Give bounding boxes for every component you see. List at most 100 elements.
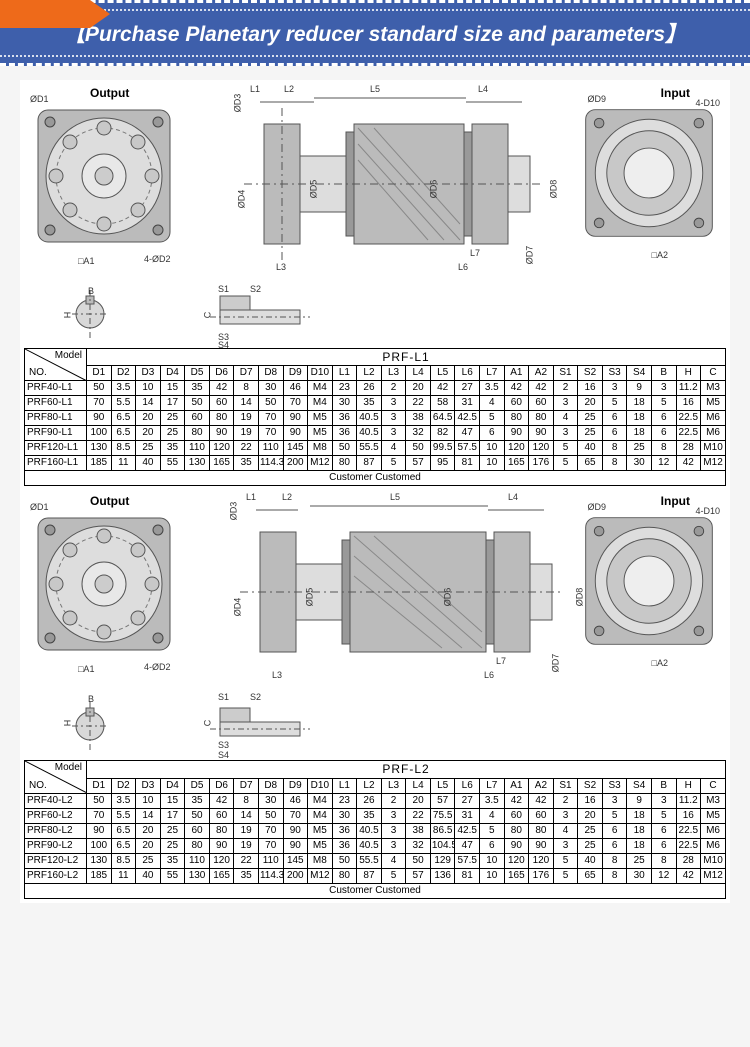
- dim-d2-2: 4-ØD2: [144, 662, 171, 672]
- data-cell: 20: [578, 808, 603, 823]
- dim-d5: ØD5: [308, 180, 318, 199]
- data-cell: 14: [234, 396, 259, 411]
- col-header: D3: [136, 366, 161, 381]
- data-cell: 2: [381, 381, 406, 396]
- data-cell: 200: [283, 868, 308, 883]
- dim-d6: ØD6: [428, 180, 438, 199]
- data-cell: M4: [308, 381, 333, 396]
- data-cell: 20: [136, 411, 161, 426]
- data-cell: 35: [185, 381, 210, 396]
- data-cell: 130: [87, 441, 112, 456]
- col-header: D7: [234, 778, 259, 793]
- data-cell: 90: [283, 823, 308, 838]
- data-cell: 18: [627, 808, 652, 823]
- data-cell: 42: [504, 793, 529, 808]
- data-cell: 3: [651, 381, 676, 396]
- data-cell: 20: [136, 823, 161, 838]
- table-row: PRF60-L1705.514175060145070M430353225831…: [25, 396, 726, 411]
- data-cell: 58: [430, 396, 455, 411]
- data-cell: M8: [308, 853, 333, 868]
- data-cell: 18: [627, 426, 652, 441]
- data-cell: 8: [651, 853, 676, 868]
- table-row: PRF160-L218511405513016535114.3200M12808…: [25, 868, 726, 883]
- data-cell: 5: [651, 808, 676, 823]
- data-cell: 50: [406, 853, 431, 868]
- data-cell: 36: [332, 426, 357, 441]
- data-cell: 57: [406, 456, 431, 471]
- data-cell: 130: [185, 456, 210, 471]
- col-header: S4: [627, 778, 652, 793]
- data-cell: 22.5: [676, 411, 701, 426]
- data-cell: 25: [136, 441, 161, 456]
- data-cell: 26: [357, 381, 382, 396]
- dim-d10-2: 4-D10: [695, 506, 720, 516]
- col-header: L5: [430, 366, 455, 381]
- data-cell: 50: [332, 853, 357, 868]
- data-cell: 22.5: [676, 838, 701, 853]
- dim-d7: ØD7: [524, 246, 534, 265]
- data-cell: 165: [504, 868, 529, 883]
- data-cell: M6: [701, 838, 726, 853]
- model-cell: PRF120-L1: [25, 441, 87, 456]
- key-detail-2: [210, 698, 370, 754]
- data-cell: 22.5: [676, 823, 701, 838]
- data-cell: 9: [627, 381, 652, 396]
- data-cell: 5: [381, 456, 406, 471]
- data-cell: 5: [480, 411, 505, 426]
- data-cell: 6: [651, 823, 676, 838]
- data-cell: M4: [308, 808, 333, 823]
- dim-l5: L5: [370, 84, 380, 94]
- data-cell: 80: [504, 823, 529, 838]
- data-cell: 50: [185, 396, 210, 411]
- data-cell: 80: [209, 411, 234, 426]
- dim-l3: L3: [276, 262, 286, 272]
- data-cell: 100: [87, 838, 112, 853]
- data-cell: 19: [234, 838, 259, 853]
- data-cell: 6: [651, 838, 676, 853]
- data-cell: 3: [553, 396, 578, 411]
- data-cell: 25: [627, 441, 652, 456]
- data-cell: 50: [258, 396, 283, 411]
- data-cell: 57: [406, 868, 431, 883]
- data-cell: 25: [578, 426, 603, 441]
- data-cell: M6: [701, 411, 726, 426]
- col-header: S2: [578, 366, 603, 381]
- customed-note: Customer Customed: [25, 471, 726, 486]
- data-cell: 30: [258, 381, 283, 396]
- data-cell: 35: [357, 808, 382, 823]
- data-cell: 25: [160, 823, 185, 838]
- dim-s2-2: S2: [250, 692, 261, 702]
- data-cell: 55: [160, 456, 185, 471]
- col-header: L4: [406, 366, 431, 381]
- data-cell: 5: [553, 853, 578, 868]
- data-cell: 70: [87, 808, 112, 823]
- data-cell: M12: [701, 868, 726, 883]
- data-cell: 5: [381, 868, 406, 883]
- data-cell: 32: [406, 838, 431, 853]
- data-cell: 42.5: [455, 823, 480, 838]
- data-cell: 30: [258, 793, 283, 808]
- dim-d1: ØD1: [30, 94, 49, 104]
- dim-c: C: [202, 312, 212, 319]
- dim-b: B: [88, 286, 94, 296]
- data-cell: 60: [209, 396, 234, 411]
- data-cell: 60: [504, 808, 529, 823]
- data-cell: 15: [160, 381, 185, 396]
- data-cell: 18: [627, 411, 652, 426]
- table-row: PRF80-L2906.520256080197090M53640.533886…: [25, 823, 726, 838]
- data-cell: M5: [308, 411, 333, 426]
- dim-d8: ØD8: [548, 180, 558, 199]
- data-cell: 185: [87, 456, 112, 471]
- data-cell: 11: [111, 868, 136, 883]
- data-cell: 22: [406, 808, 431, 823]
- col-header: A1: [504, 366, 529, 381]
- data-cell: 8: [602, 868, 627, 883]
- data-cell: 50: [87, 793, 112, 808]
- series-header: PRF-L2: [87, 761, 726, 778]
- data-cell: 2: [553, 793, 578, 808]
- data-cell: 5.5: [111, 808, 136, 823]
- col-header: H: [676, 366, 701, 381]
- data-cell: 6.5: [111, 838, 136, 853]
- key-detail: [210, 286, 370, 342]
- drawing-set-1: Output ØD1 4-ØD2 □A1: [24, 84, 726, 346]
